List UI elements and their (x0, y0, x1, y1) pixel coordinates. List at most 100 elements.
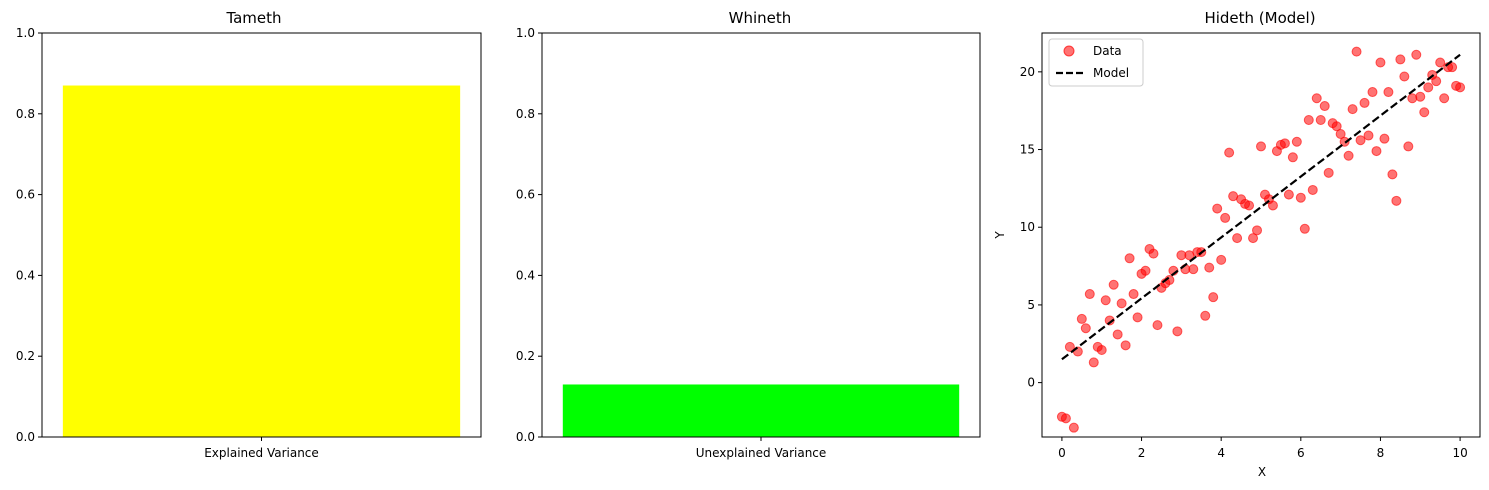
legend: Data Model (1048, 38, 1144, 87)
y-axis-ticks: 0.0 0.2 0.4 0.6 0.8 1.0 (16, 26, 42, 444)
data-point (1307, 184, 1318, 195)
data-point (1224, 147, 1235, 158)
panel-tameth: Tameth 0.0 0.2 0.4 0.6 0.8 1.0 Explained Vari… (16, 9, 482, 460)
y-tick-label: 1.0 (516, 26, 535, 40)
data-point (1379, 133, 1390, 144)
data-point (1359, 97, 1370, 108)
data-point (1419, 107, 1430, 118)
x-tick-label: Explained Variance (204, 446, 319, 460)
data-point (1132, 312, 1143, 323)
x-axis-label: X (1258, 465, 1266, 479)
data-point (1116, 298, 1127, 309)
chart-title: Whineth (729, 9, 792, 27)
bar-marks (562, 384, 960, 437)
data-point (1355, 135, 1366, 146)
data-point (1351, 46, 1362, 57)
bar (562, 384, 960, 437)
data-point (1299, 223, 1310, 234)
data-point (1291, 136, 1302, 147)
data-point (1172, 326, 1183, 337)
data-point (1244, 200, 1255, 211)
data-point (1204, 262, 1215, 273)
data-point (1088, 357, 1099, 368)
data-point (1096, 344, 1107, 355)
data-point (1112, 329, 1123, 340)
data-point (1064, 341, 1075, 352)
data-point (1212, 203, 1223, 214)
data-point (1423, 82, 1434, 93)
chart-title: Hideth (Model) (1204, 9, 1315, 27)
data-point (1407, 93, 1418, 104)
y-tick-label: 0.6 (516, 188, 535, 202)
data-point (1267, 200, 1278, 211)
x-tick-label: 6 (1297, 446, 1305, 460)
data-point (1331, 121, 1342, 132)
data-point (1295, 192, 1306, 203)
x-tick-label: Unexplained Variance (696, 446, 827, 460)
y-tick-label: 0.8 (516, 107, 535, 121)
data-point (1399, 71, 1410, 82)
data-point (1439, 93, 1450, 104)
y-tick-label: 0 (1027, 376, 1035, 390)
data-point (1315, 115, 1326, 126)
data-point (1232, 233, 1243, 244)
data-point (1287, 152, 1298, 163)
data-point (1311, 93, 1322, 104)
data-point (1391, 195, 1402, 206)
data-point (1068, 422, 1079, 433)
data-point (1124, 253, 1135, 264)
y-axis-label: Y (993, 231, 1007, 240)
data-point (1363, 130, 1374, 141)
y-tick-label: 0.8 (16, 107, 35, 121)
data-point (1455, 82, 1466, 93)
model-line (1061, 53, 1461, 361)
legend-label-data: Data (1093, 44, 1122, 58)
data-point (1395, 54, 1406, 65)
y-tick-label: 10 (1020, 220, 1035, 234)
x-axis-ticks: Explained Variance (204, 437, 319, 460)
x-tick-label: 2 (1138, 446, 1146, 460)
x-tick-label: 4 (1217, 446, 1225, 460)
y-tick-label: 0.2 (16, 349, 35, 363)
data-point (1256, 141, 1266, 152)
data-point (1248, 233, 1259, 244)
data-point (1431, 76, 1442, 87)
y-tick-label: 0.2 (516, 349, 535, 363)
data-point (1447, 62, 1458, 73)
data-point (1252, 225, 1263, 236)
data-point (1108, 279, 1119, 290)
data-point (1188, 264, 1199, 275)
panel-hideth-model: Hideth (Model) 0 5 10 15 20 0 2 4 6 8 10 X Y Data… (993, 9, 1481, 479)
data-point (1084, 289, 1095, 300)
y-tick-label: 0.0 (516, 430, 535, 444)
y-axis-ticks: 0 5 10 15 20 (1020, 65, 1042, 390)
axes-frame (41, 32, 482, 438)
data-point (1148, 248, 1159, 259)
data-point (1371, 146, 1382, 157)
data-point (1200, 310, 1211, 321)
y-tick-label: 0.4 (516, 268, 535, 282)
panel-whineth: Whineth 0.0 0.2 0.4 0.6 0.8 1.0 Unexplained V… (516, 9, 981, 460)
data-point (1367, 87, 1378, 98)
data-point (1347, 104, 1358, 115)
data-point (1283, 189, 1294, 200)
y-tick-label: 1.0 (16, 26, 35, 40)
x-axis-ticks: Unexplained Variance (696, 437, 827, 460)
data-point (1375, 57, 1386, 68)
data-point (1343, 150, 1354, 161)
data-point (1435, 57, 1446, 68)
x-tick-label: 10 (1452, 446, 1467, 460)
data-point (1279, 138, 1290, 149)
y-tick-label: 20 (1020, 65, 1035, 79)
data-point (1387, 169, 1398, 180)
data-point (1060, 413, 1071, 424)
data-point (1080, 323, 1091, 334)
bar (62, 85, 461, 438)
legend-marker-data (1063, 45, 1075, 57)
y-tick-label: 5 (1027, 298, 1035, 312)
axes-frame (541, 32, 981, 438)
data-point (1208, 292, 1219, 303)
y-tick-label: 0.6 (16, 188, 35, 202)
data-point (1076, 313, 1087, 324)
